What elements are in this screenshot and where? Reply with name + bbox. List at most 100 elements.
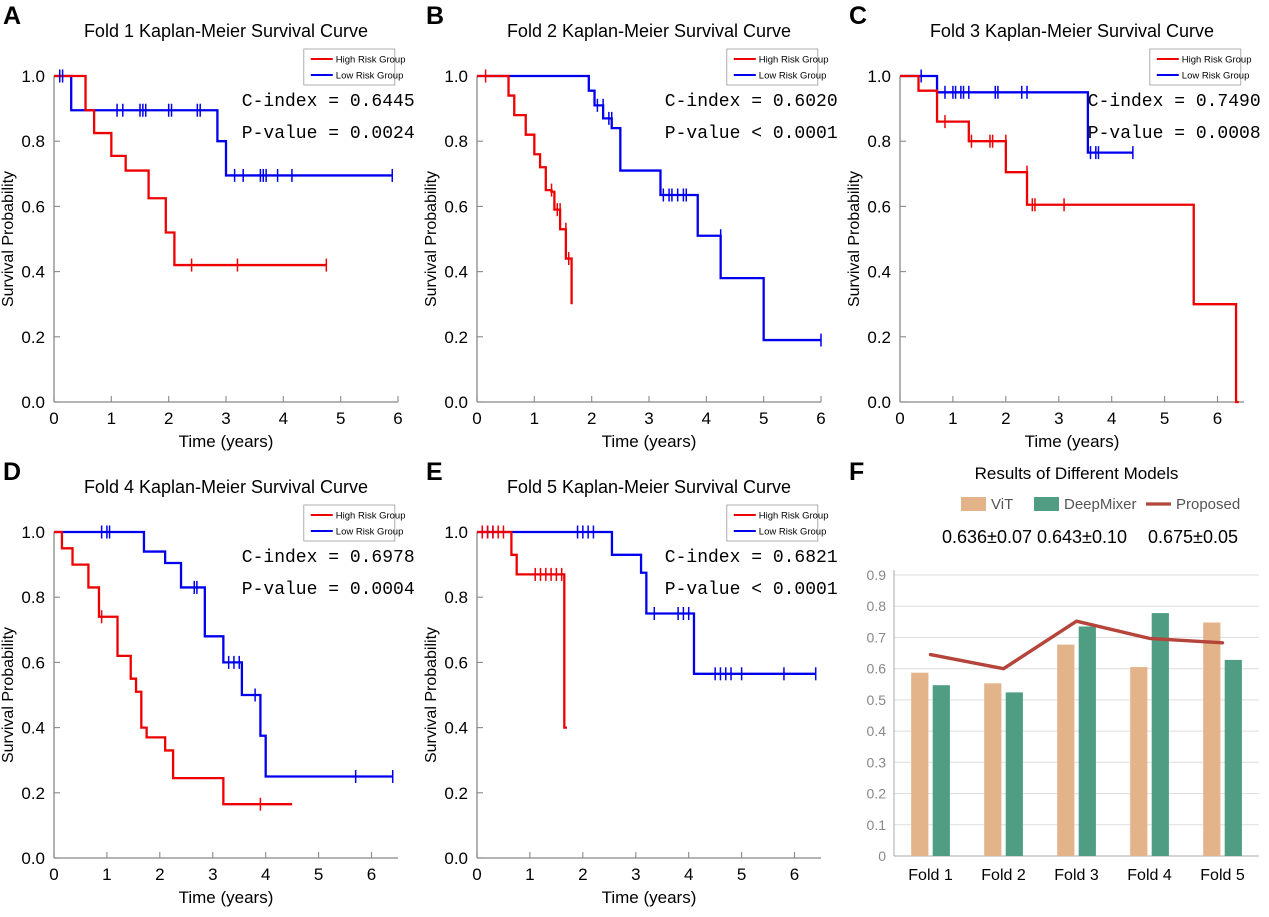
svg-text:3: 3	[644, 409, 653, 428]
svg-text:0: 0	[472, 409, 481, 428]
svg-text:0.6: 0.6	[867, 661, 887, 677]
svg-text:C-index = 0.6020: C-index = 0.6020	[665, 92, 838, 112]
svg-text:0.6: 0.6	[21, 197, 45, 216]
svg-text:1.0: 1.0	[444, 523, 468, 542]
svg-text:0.4: 0.4	[21, 719, 45, 738]
svg-text:4: 4	[279, 409, 288, 428]
svg-text:C-index = 0.6445: C-index = 0.6445	[242, 92, 415, 112]
svg-text:Survival Probability: Survival Probability	[846, 171, 863, 307]
svg-text:0.4: 0.4	[444, 719, 468, 738]
svg-text:Time (years): Time (years)	[179, 432, 274, 451]
svg-text:Fold 3 Kaplan-Meier Survival C: Fold 3 Kaplan-Meier Survival Curve	[930, 21, 1214, 41]
svg-text:Low Risk Group: Low Risk Group	[1182, 71, 1250, 82]
svg-text:Time (years): Time (years)	[1025, 432, 1120, 451]
svg-text:P-value = 0.0004: P-value = 0.0004	[242, 580, 415, 600]
svg-text:C: C	[849, 2, 867, 30]
svg-text:0: 0	[895, 409, 904, 428]
svg-text:Fold 4: Fold 4	[1127, 867, 1172, 884]
svg-text:0.4: 0.4	[867, 723, 887, 739]
svg-text:A: A	[3, 2, 21, 30]
svg-text:High Risk Group: High Risk Group	[759, 511, 829, 522]
svg-text:2: 2	[587, 409, 596, 428]
svg-text:1.0: 1.0	[867, 67, 891, 86]
svg-text:0.6: 0.6	[21, 653, 45, 672]
svg-text:Low Risk Group: Low Risk Group	[759, 527, 827, 538]
svg-text:0.2: 0.2	[444, 328, 468, 347]
svg-text:6: 6	[1213, 409, 1222, 428]
svg-text:4: 4	[702, 409, 711, 428]
svg-text:Results of Different Models: Results of Different Models	[975, 464, 1179, 483]
svg-text:0.6: 0.6	[867, 197, 891, 216]
svg-text:D: D	[3, 458, 21, 486]
svg-text:0.5: 0.5	[867, 692, 887, 708]
svg-text:P-value = 0.0008: P-value = 0.0008	[1088, 124, 1261, 144]
svg-text:0.8: 0.8	[867, 132, 891, 151]
svg-text:Low Risk Group: Low Risk Group	[336, 71, 404, 82]
svg-text:1.0: 1.0	[21, 523, 45, 542]
svg-text:1: 1	[525, 865, 534, 884]
svg-text:Fold 4 Kaplan-Meier Survival C: Fold 4 Kaplan-Meier Survival Curve	[84, 477, 368, 497]
svg-text:5: 5	[314, 865, 323, 884]
svg-text:5: 5	[336, 409, 345, 428]
svg-text:Fold 5 Kaplan-Meier Survival C: Fold 5 Kaplan-Meier Survival Curve	[507, 477, 791, 497]
svg-text:0.0: 0.0	[21, 849, 45, 868]
svg-text:1: 1	[948, 409, 957, 428]
svg-text:0.3: 0.3	[867, 754, 887, 770]
svg-text:0.8: 0.8	[21, 588, 45, 607]
svg-text:0.2: 0.2	[867, 786, 887, 802]
svg-text:Time (years): Time (years)	[602, 432, 697, 451]
svg-text:Fold 1: Fold 1	[908, 867, 953, 884]
svg-text:0.636±0.07: 0.636±0.07	[942, 527, 1032, 547]
svg-text:4: 4	[1107, 409, 1116, 428]
svg-text:C-index = 0.6821: C-index = 0.6821	[665, 548, 838, 568]
svg-text:0.2: 0.2	[21, 784, 45, 803]
svg-text:0.6: 0.6	[444, 197, 468, 216]
svg-text:0.2: 0.2	[21, 328, 45, 347]
svg-text:1: 1	[102, 865, 111, 884]
svg-text:Fold 2 Kaplan-Meier Survival C: Fold 2 Kaplan-Meier Survival Curve	[507, 21, 791, 41]
svg-text:6: 6	[790, 865, 799, 884]
svg-text:1.0: 1.0	[21, 67, 45, 86]
svg-text:6: 6	[367, 865, 376, 884]
svg-text:ViT: ViT	[991, 496, 1013, 513]
svg-text:0: 0	[49, 409, 58, 428]
svg-text:Fold 1 Kaplan-Meier Survival C: Fold 1 Kaplan-Meier Survival Curve	[84, 21, 368, 41]
svg-text:DeepMixer: DeepMixer	[1064, 496, 1137, 513]
svg-text:2: 2	[155, 865, 164, 884]
svg-text:High Risk Group: High Risk Group	[1182, 55, 1252, 66]
svg-text:P-value = 0.0024: P-value = 0.0024	[242, 124, 415, 144]
svg-text:0.643±0.10: 0.643±0.10	[1037, 527, 1127, 547]
svg-text:6: 6	[393, 409, 402, 428]
svg-text:High Risk Group: High Risk Group	[336, 511, 406, 522]
svg-text:Survival Probability: Survival Probability	[423, 627, 440, 763]
svg-text:F: F	[849, 458, 864, 486]
svg-text:Low Risk Group: Low Risk Group	[336, 527, 404, 538]
svg-text:P-value < 0.0001: P-value < 0.0001	[665, 580, 838, 600]
svg-text:5: 5	[737, 865, 746, 884]
svg-text:0: 0	[472, 865, 481, 884]
svg-text:5: 5	[1160, 409, 1169, 428]
svg-text:Fold 5: Fold 5	[1200, 867, 1245, 884]
svg-text:0.8: 0.8	[867, 598, 887, 614]
svg-text:Time (years): Time (years)	[179, 888, 274, 907]
svg-text:3: 3	[208, 865, 217, 884]
svg-text:0: 0	[49, 865, 58, 884]
svg-text:1: 1	[107, 409, 116, 428]
svg-text:4: 4	[261, 865, 270, 884]
svg-text:C-index = 0.6978: C-index = 0.6978	[242, 548, 415, 568]
svg-text:0.8: 0.8	[21, 132, 45, 151]
svg-text:1.0: 1.0	[444, 67, 468, 86]
svg-text:0.4: 0.4	[867, 263, 891, 282]
svg-text:0: 0	[878, 848, 886, 864]
svg-text:0.4: 0.4	[21, 263, 45, 282]
svg-text:1: 1	[530, 409, 539, 428]
svg-text:2: 2	[164, 409, 173, 428]
svg-text:0.8: 0.8	[444, 132, 468, 151]
svg-text:Time (years): Time (years)	[602, 888, 697, 907]
svg-text:0.1: 0.1	[867, 817, 887, 833]
svg-text:0.0: 0.0	[444, 849, 468, 868]
svg-text:Low Risk Group: Low Risk Group	[759, 71, 827, 82]
svg-text:0.9: 0.9	[867, 567, 887, 583]
svg-text:0.2: 0.2	[867, 328, 891, 347]
svg-text:0.4: 0.4	[444, 263, 468, 282]
